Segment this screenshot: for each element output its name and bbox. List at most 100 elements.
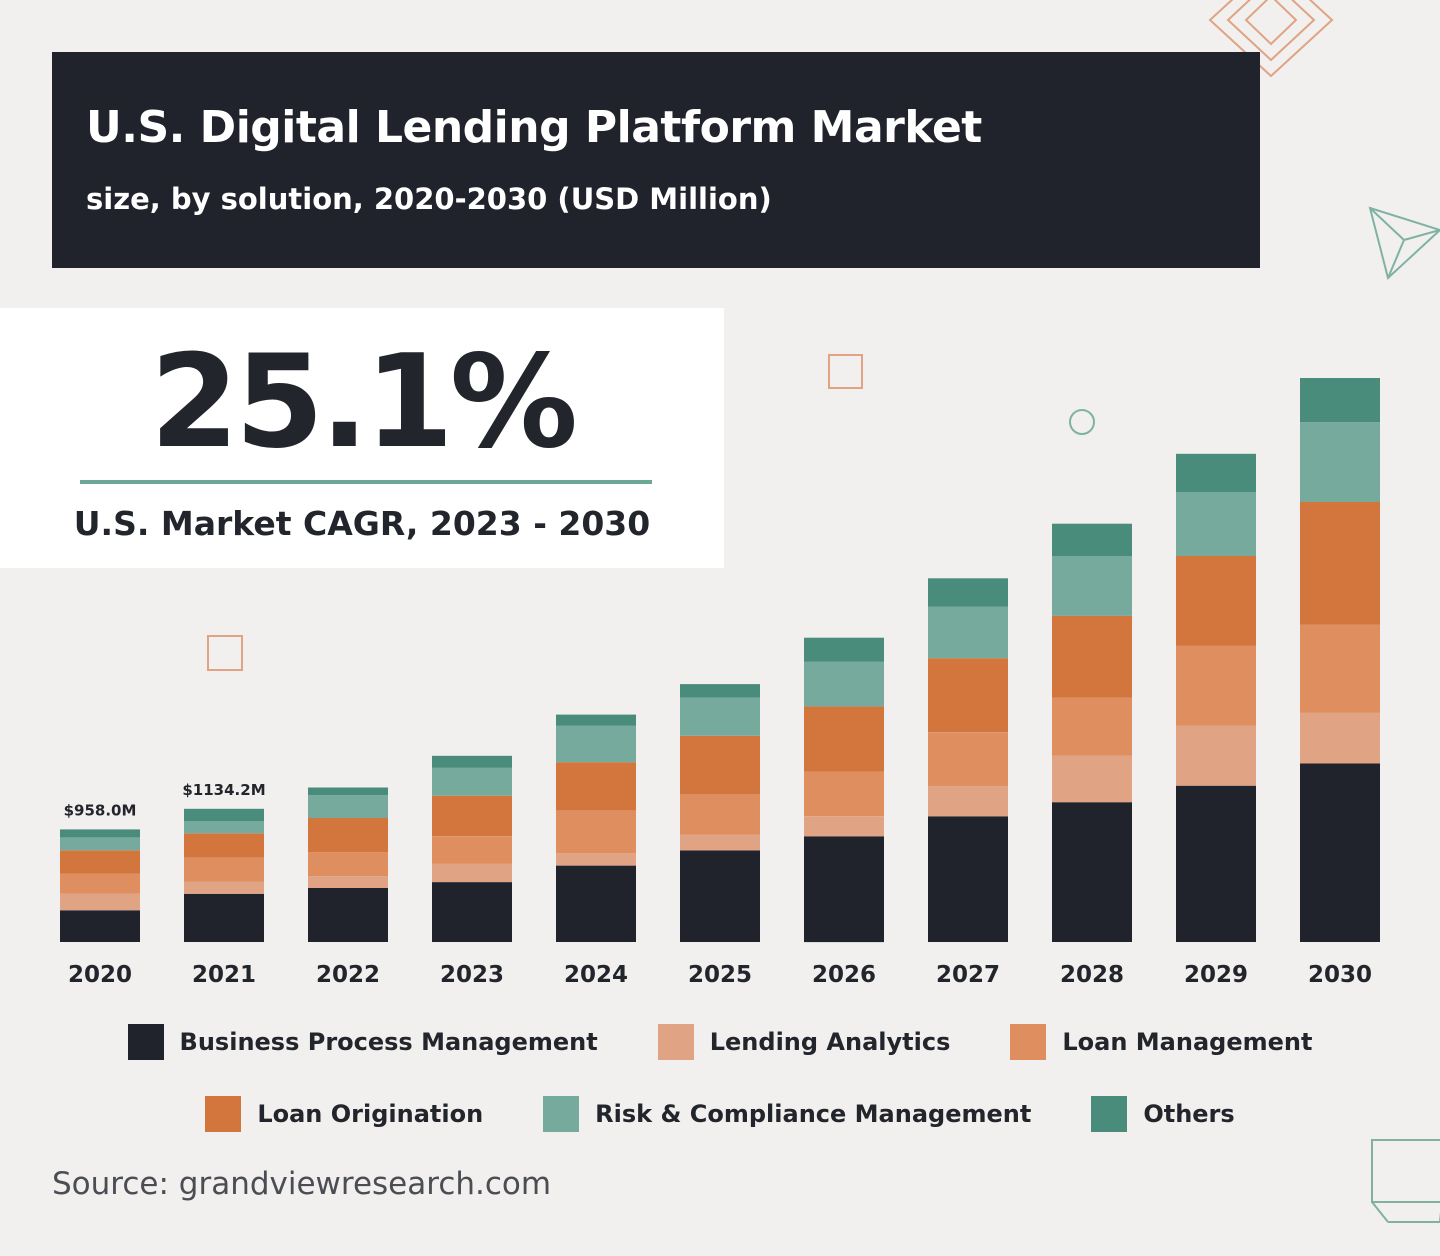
legend-item-business-process-management: Business Process Management bbox=[127, 1024, 598, 1060]
chart-title: U.S. Digital Lending Platform Market bbox=[86, 102, 982, 153]
bar-segment-2028-4 bbox=[1052, 556, 1132, 616]
bar-segment-2029-0 bbox=[1176, 785, 1256, 942]
bar-segment-2028-1 bbox=[1052, 755, 1132, 803]
legend-item-others: Others bbox=[1091, 1096, 1235, 1132]
legend-label: Lending Analytics bbox=[709, 1028, 951, 1056]
bar-segment-2025-1 bbox=[680, 834, 760, 851]
bar-segment-2026-5 bbox=[804, 637, 884, 662]
legend-swatch bbox=[657, 1024, 694, 1060]
bar-segment-2024-0 bbox=[556, 865, 636, 942]
bar-segment-2024-2 bbox=[556, 810, 636, 854]
bar-segment-2022-1 bbox=[308, 876, 388, 888]
bar-segment-2030-5 bbox=[1300, 378, 1380, 423]
cagr-label: U.S. Market CAGR, 2023 - 2030 bbox=[73, 504, 651, 543]
bar-segment-2029-4 bbox=[1176, 492, 1256, 556]
bar-segment-2025-2 bbox=[680, 794, 760, 835]
stacked-bar-chart: $958.0M 2020 $1134.2M 2021 2022 2023 2024 2025 2… bbox=[60, 378, 1380, 988]
x-tick-label-2024: 2024 bbox=[564, 962, 628, 988]
bar-segment-2029-5 bbox=[1176, 453, 1256, 492]
bar-segment-2025-0 bbox=[680, 850, 760, 942]
bar-segment-2023-5 bbox=[432, 755, 512, 768]
bar-segment-2027-1 bbox=[928, 786, 1008, 817]
legend-item-lending-analytics: Lending Analytics bbox=[657, 1024, 951, 1060]
x-tick-label-2022: 2022 bbox=[316, 962, 380, 988]
bar-segment-2022-2 bbox=[308, 852, 388, 877]
bar-segment-2026-4 bbox=[804, 661, 884, 707]
cagr-value: 25.1% bbox=[149, 328, 578, 477]
data-label-2021: $1134.2M bbox=[182, 781, 265, 799]
legend-swatch bbox=[1010, 1024, 1047, 1060]
cube-outline-decoration bbox=[1371, 1139, 1440, 1223]
bar-segment-2027-2 bbox=[928, 732, 1008, 787]
cagr-callout: 25.1% U.S. Market CAGR, 2023 - 2030 bbox=[0, 308, 724, 568]
bar-segment-2020-5 bbox=[60, 829, 140, 838]
bar-segment-2029-2 bbox=[1176, 645, 1256, 726]
bar-segment-2020-3 bbox=[60, 850, 140, 874]
bar-segment-2025-3 bbox=[680, 735, 760, 794]
legend-label: Others bbox=[1143, 1100, 1235, 1128]
bar-segment-2024-1 bbox=[556, 853, 636, 866]
bar-segment-2025-5 bbox=[680, 684, 760, 698]
bar-segment-2026-3 bbox=[804, 706, 884, 772]
x-tick-label-2020: 2020 bbox=[68, 962, 132, 988]
legend-swatch bbox=[543, 1096, 580, 1132]
legend-swatch bbox=[127, 1024, 164, 1060]
bar-segment-2023-4 bbox=[432, 767, 512, 796]
legend-row-2: Loan Origination Risk & Compliance Manag… bbox=[0, 1094, 1440, 1134]
legend-item-loan-management: Loan Management bbox=[1010, 1024, 1312, 1060]
bar-segment-2027-3 bbox=[928, 658, 1008, 733]
bar-segment-2022-3 bbox=[308, 818, 388, 853]
bar-segment-2027-0 bbox=[928, 816, 1008, 942]
bar-segment-2020-0 bbox=[60, 910, 140, 942]
bar-segment-2022-4 bbox=[308, 795, 388, 818]
x-tick-label-2028: 2028 bbox=[1060, 962, 1124, 988]
bar-segment-2028-0 bbox=[1052, 802, 1132, 942]
bar-segment-2021-4 bbox=[184, 821, 264, 834]
bar-segment-2024-5 bbox=[556, 714, 636, 726]
x-tick-label-2026: 2026 bbox=[812, 962, 876, 988]
diamond-pattern-decoration bbox=[1208, 0, 1334, 78]
x-tick-label-2027: 2027 bbox=[936, 962, 1000, 988]
bar-segment-2028-5 bbox=[1052, 523, 1132, 556]
bar-segment-2021-0 bbox=[184, 893, 264, 942]
square-outline-decoration-2 bbox=[207, 635, 243, 671]
bar-segment-2030-4 bbox=[1300, 422, 1380, 502]
legend-label: Loan Management bbox=[1062, 1028, 1313, 1056]
cagr-divider bbox=[80, 480, 652, 484]
data-label-2020: $958.0M bbox=[64, 801, 137, 819]
bar-segment-2022-5 bbox=[308, 787, 388, 796]
bar-segment-2020-4 bbox=[60, 837, 140, 851]
x-tick-label-2030: 2030 bbox=[1308, 962, 1372, 988]
bar-segment-2030-1 bbox=[1300, 712, 1380, 764]
x-tick-label-2025: 2025 bbox=[688, 962, 752, 988]
bar-segment-2021-2 bbox=[184, 857, 264, 882]
legend-swatch bbox=[1091, 1096, 1128, 1132]
x-tick-label-2021: 2021 bbox=[192, 962, 256, 988]
bar-segment-2027-5 bbox=[928, 578, 1008, 607]
bar-segment-2028-2 bbox=[1052, 697, 1132, 756]
bar-segment-2025-4 bbox=[680, 697, 760, 736]
legend-item-risk-compliance-management: Risk & Compliance Management bbox=[543, 1096, 1031, 1132]
bar-segment-2022-0 bbox=[308, 888, 388, 942]
legend-row-1: Business Process Management Lending Anal… bbox=[0, 1022, 1440, 1062]
bar-segment-2030-3 bbox=[1300, 502, 1380, 625]
circle-outline-decoration bbox=[1069, 409, 1095, 435]
bar-segment-2028-3 bbox=[1052, 615, 1132, 698]
legend-item-loan-origination: Loan Origination bbox=[205, 1096, 483, 1132]
bar-segment-2021-3 bbox=[184, 833, 264, 858]
square-outline-decoration bbox=[828, 354, 863, 389]
bar-segment-2023-2 bbox=[432, 836, 512, 864]
bar-segment-2026-1 bbox=[804, 816, 884, 837]
legend-label: Business Process Management bbox=[179, 1028, 598, 1056]
bar-segment-2024-3 bbox=[556, 762, 636, 811]
paper-plane-decoration bbox=[1368, 206, 1440, 280]
chart-subtitle: size, by solution, 2020-2030 (USD Millio… bbox=[86, 182, 772, 216]
bar-segment-2030-0 bbox=[1300, 763, 1380, 942]
bar-segment-2026-0 bbox=[804, 836, 884, 943]
bar-segment-2027-4 bbox=[928, 606, 1008, 659]
x-tick-label-2029: 2029 bbox=[1184, 962, 1248, 988]
bar-segment-2021-5 bbox=[184, 808, 264, 821]
bar-segment-2029-1 bbox=[1176, 725, 1256, 786]
bar-segment-2026-2 bbox=[804, 771, 884, 817]
bar-segment-2030-2 bbox=[1300, 624, 1380, 713]
